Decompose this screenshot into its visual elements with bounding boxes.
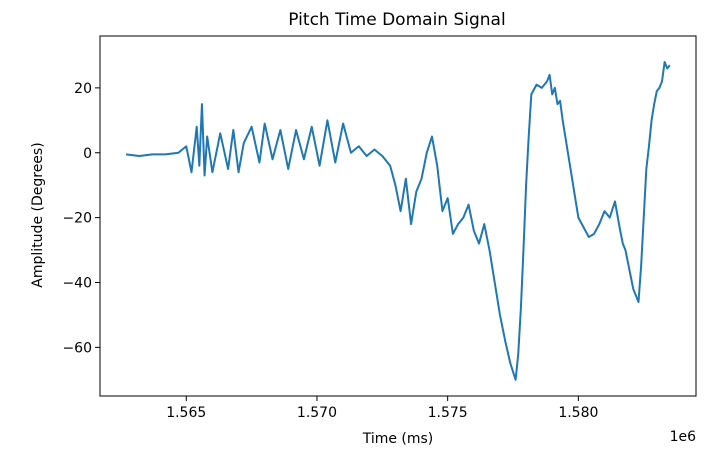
x-tick-label: 1.570 [297, 405, 337, 421]
plot-frame [99, 35, 697, 397]
y-tick-label: 0 [83, 146, 92, 162]
y-tick-label: 20 [74, 81, 92, 97]
chart-title: Pitch Time Domain Signal [288, 10, 505, 30]
x-tick-label: 1.580 [558, 405, 598, 421]
data-layer [126, 60, 671, 381]
y-axis-label: Amplitude (Degrees) [30, 142, 46, 287]
y-axis-ticks: 20 0 −20 −40 −60 [62, 81, 100, 356]
x-axis-offset-label: 1e6 [670, 429, 697, 445]
y-tick-label: −60 [62, 340, 92, 356]
x-tick-label: 1.575 [428, 405, 468, 421]
y-tick-label: −20 [62, 211, 92, 227]
x-axis-label: Time (ms) [362, 431, 434, 447]
series-line-0 [126, 60, 671, 381]
y-tick-label: −40 [62, 275, 92, 291]
x-axis-ticks: 1.565 1.570 1.575 1.580 [166, 396, 598, 421]
x-tick-label: 1.565 [166, 405, 206, 421]
